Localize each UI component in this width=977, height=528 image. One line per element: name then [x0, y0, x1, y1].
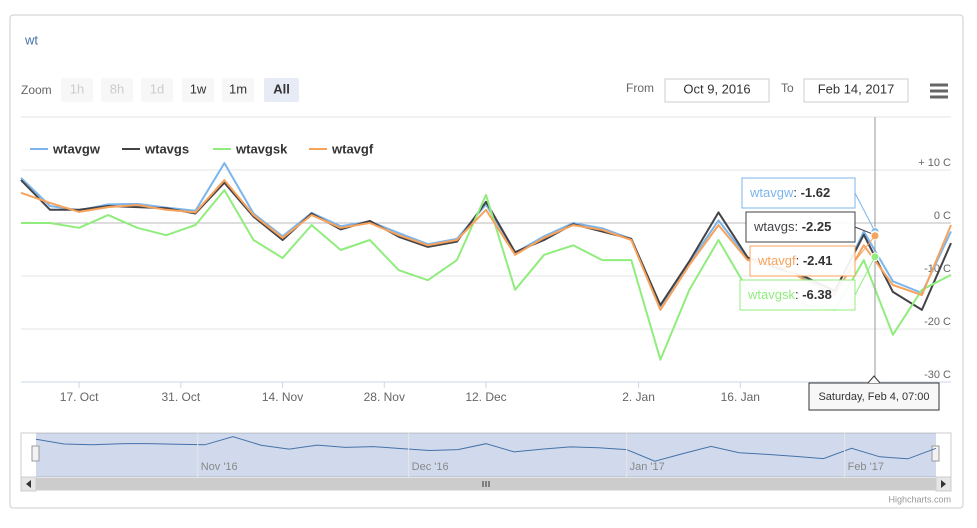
tooltip-box: wtavgsk: -6.38	[739, 256, 876, 311]
tooltip-box: wtavgw: -1.62	[741, 177, 876, 232]
tooltip-box: wtavgf: -2.41	[749, 235, 876, 277]
zoom-button-label: 8h	[110, 81, 124, 96]
tooltip-value: -6.38	[802, 287, 832, 302]
tooltip-header-bg	[808, 382, 940, 411]
container	[9, 14, 964, 509]
grip	[482, 481, 490, 487]
x-tick-label: 16. Jan	[721, 390, 760, 404]
tooltip-value: -2.41	[803, 253, 833, 268]
tooltip-connector	[854, 235, 876, 262]
tooltip-value: -2.25	[802, 219, 832, 234]
legend-label[interactable]: wtavgsk	[235, 141, 288, 156]
tooltip-series-name: wtavgf	[757, 253, 796, 268]
chart-title: wt	[24, 32, 38, 47]
legend-label[interactable]: wtavgs	[144, 141, 189, 156]
legend-label[interactable]: wtavgf	[331, 141, 374, 156]
menu-button[interactable]	[930, 83, 948, 99]
tooltip-bg	[749, 245, 856, 277]
x-tick-label: 28. Nov	[364, 390, 405, 404]
navigator-handle[interactable]	[31, 445, 40, 462]
navigator-label: Feb '17	[848, 461, 884, 473]
arrow	[941, 480, 946, 488]
tooltip-pointer	[867, 375, 881, 384]
arrow	[26, 480, 31, 488]
tooltip-box: wtavgs: -2.25	[745, 211, 876, 243]
zoom-button[interactable]	[264, 78, 299, 102]
y-tick-label: + 10 C	[918, 157, 951, 169]
navigator-label: Jan '17	[630, 461, 665, 473]
zoom-button-label: 1h	[70, 81, 84, 96]
y-tick-label: -30 C	[924, 369, 951, 381]
x-tick-label: 31. Oct	[162, 390, 201, 404]
zoom-button[interactable]	[182, 78, 214, 102]
tooltip-sep: :	[794, 219, 801, 234]
x-tick-label: 12. Dec	[465, 390, 506, 404]
credits[interactable]: Highcharts.com	[888, 494, 951, 504]
tooltip-sep: :	[795, 287, 802, 302]
y-tick-label: -20 C	[924, 316, 951, 328]
tooltip-connector	[854, 256, 876, 296]
tooltip-bg	[739, 279, 856, 311]
tooltip-text: wtavgs: -2.25	[753, 219, 831, 234]
tooltip-bg	[745, 211, 856, 243]
tooltip-series-name: wtavgw	[749, 185, 794, 200]
zoom-button-label: 1w	[190, 81, 207, 96]
from-value: Oct 9, 2016	[683, 81, 750, 96]
tooltip-text: wtavgf: -2.41	[757, 253, 832, 268]
tooltip-value: -1.62	[801, 185, 831, 200]
legend-label[interactable]: wtavgw	[52, 141, 101, 156]
navigator-label: Nov '16	[201, 461, 238, 473]
zoom-button-label: 1m	[229, 81, 247, 96]
from-label: From	[626, 81, 654, 95]
navigator-mask[interactable]	[36, 433, 936, 477]
tooltip-sep: :	[793, 185, 800, 200]
zoom-button	[141, 78, 173, 102]
zoom-button	[61, 78, 93, 102]
y-tick-label: 0 C	[934, 210, 951, 222]
x-tick-label: 14. Nov	[262, 390, 303, 404]
tooltip-header: Saturday, Feb 4, 07:00	[818, 391, 929, 403]
to-input[interactable]	[803, 78, 909, 103]
to-label: To	[781, 81, 794, 95]
tooltip-text: wtavgsk: -6.38	[747, 287, 832, 302]
zoom-button-label: All	[273, 81, 290, 96]
tooltip-text: wtavgw: -1.62	[749, 185, 830, 200]
from-input[interactable]	[664, 78, 770, 103]
navigator-line	[35, 436, 937, 462]
tooltip-series-name: wtavgs	[753, 219, 795, 234]
tooltip-connector	[854, 192, 876, 232]
zoom-button-label: 1d	[150, 81, 164, 96]
x-tick-label: 17. Oct	[60, 390, 99, 404]
x-tick-label: 2. Jan	[622, 390, 655, 404]
navigator-label: Dec '16	[412, 461, 449, 473]
zoom-button[interactable]	[222, 78, 254, 102]
tooltip-bg	[741, 177, 856, 209]
tooltip-series-name: wtavgsk	[747, 287, 795, 302]
zoom-button	[101, 78, 133, 102]
zoom-label: Zoom	[21, 83, 52, 97]
tooltip-sep: :	[796, 253, 803, 268]
navigator-handle[interactable]	[931, 445, 940, 462]
to-value: Feb 14, 2017	[818, 81, 895, 96]
